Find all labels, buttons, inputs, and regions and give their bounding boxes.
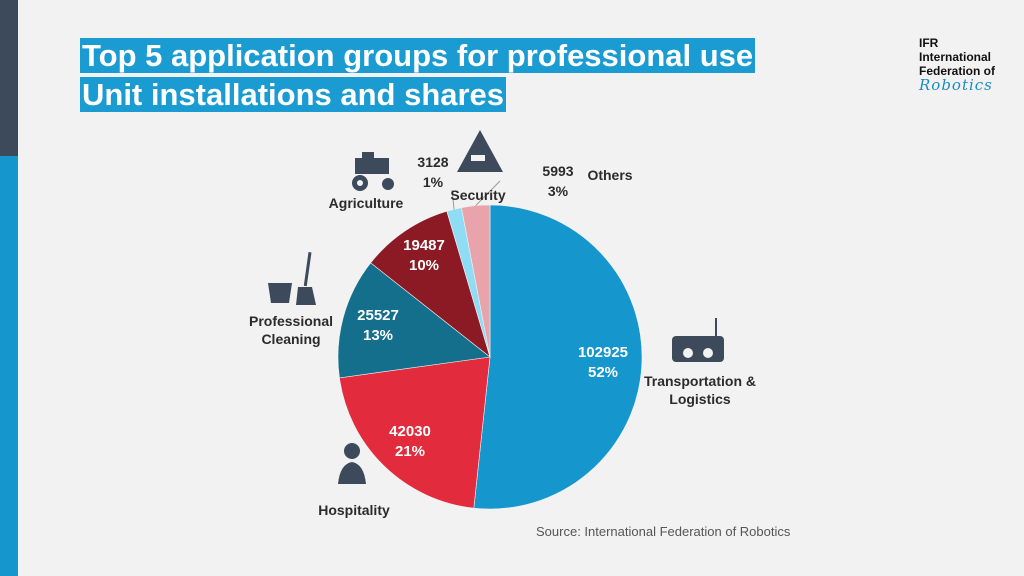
share-label: 52%	[587, 364, 619, 381]
icons	[268, 130, 724, 484]
value-label: 42030	[389, 423, 431, 440]
title-line: Top 5 application groups for professiona…	[80, 38, 756, 73]
pie-slice	[339, 356, 491, 509]
leader-line	[475, 180, 501, 207]
logo: IFR International Federation of Robotics	[919, 36, 996, 94]
pie-slice	[370, 210, 491, 358]
share-label: 13%	[362, 327, 394, 344]
tractor-icon	[352, 152, 394, 191]
category-label: Hospitality	[318, 502, 390, 518]
logo-text: International	[919, 50, 992, 64]
category-label: Security	[450, 187, 506, 203]
robot-icon	[672, 318, 724, 362]
logo-text: Federation of	[919, 64, 996, 78]
title-line: Unit installations and shares	[80, 77, 507, 112]
category-label: Others	[587, 167, 633, 183]
category-label: Agriculture	[328, 195, 404, 211]
pie-slice	[461, 204, 491, 358]
logo-text: Robotics	[919, 76, 993, 94]
share-label: 21%	[394, 443, 426, 460]
pie-slice	[337, 262, 491, 379]
bucket-icon	[268, 252, 316, 305]
share-label: 1%	[422, 174, 444, 190]
share-label: 3%	[547, 183, 569, 199]
pie-slice	[473, 204, 643, 510]
leader-line	[451, 189, 455, 210]
value-label: 19487	[403, 237, 445, 254]
value-label: 102925	[577, 344, 629, 361]
value-label: 3128	[417, 154, 449, 170]
side-bar	[0, 0, 18, 156]
waiter-icon	[338, 443, 366, 484]
side-bar	[0, 156, 18, 576]
category-label: Professional Cleaning	[248, 313, 334, 347]
title: Top 5 application groups for professiona…	[80, 36, 756, 114]
value-label: 25527	[357, 307, 399, 324]
value-label: 5993	[542, 163, 574, 179]
logo-text: IFR	[919, 36, 939, 50]
category-label: Transportation & Logistics	[643, 373, 756, 407]
share-label: 10%	[408, 257, 440, 274]
source: Source: International Federation of Robo…	[536, 524, 791, 539]
warning-icon	[457, 130, 503, 172]
